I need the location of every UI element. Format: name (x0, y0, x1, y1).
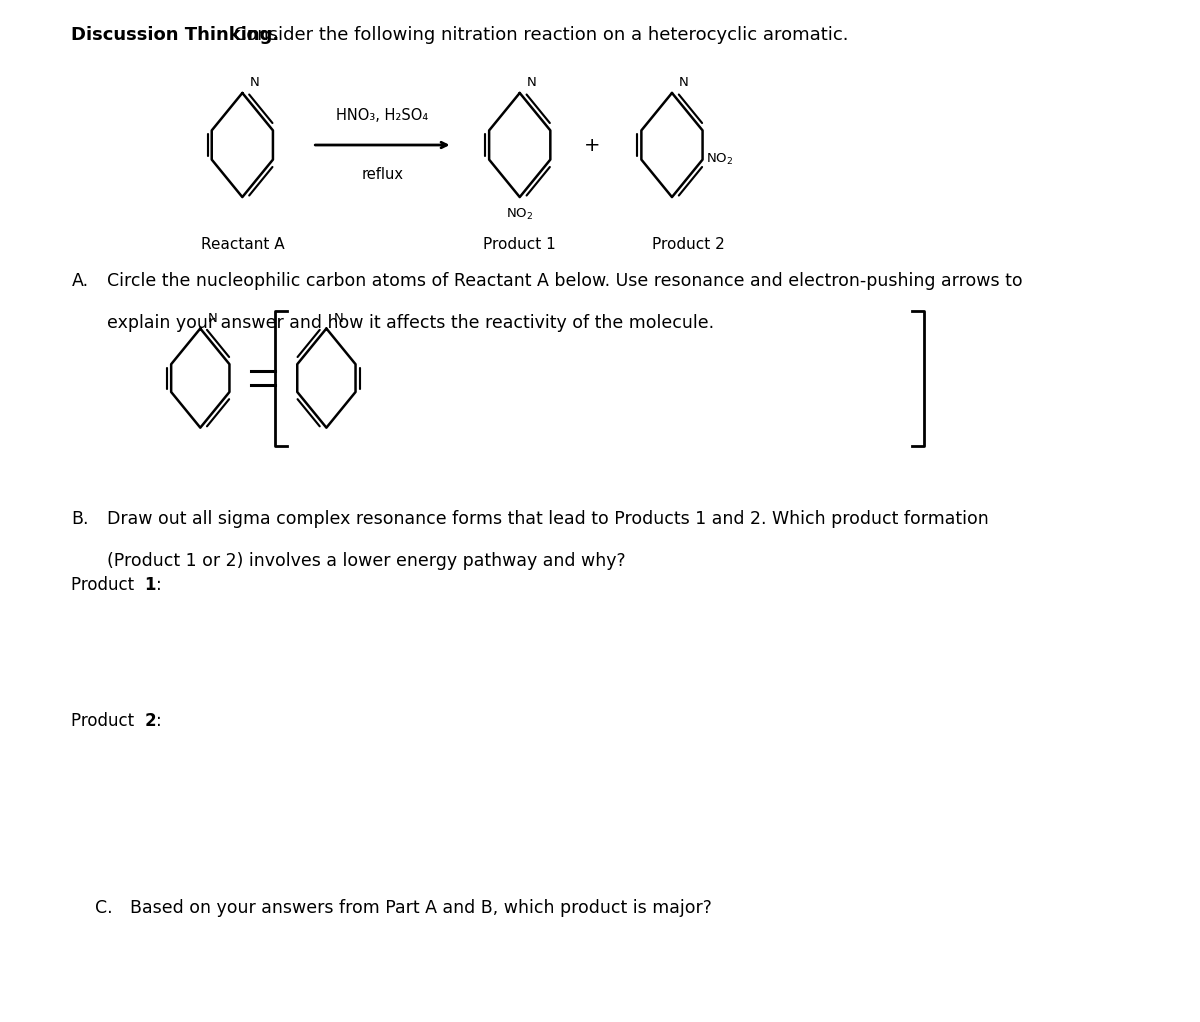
Text: :: : (156, 712, 162, 731)
Text: :: : (156, 576, 162, 595)
Text: N: N (527, 76, 536, 89)
Text: Product: Product (72, 576, 139, 595)
Text: explain your answer and how it affects the reactivity of the molecule.: explain your answer and how it affects t… (107, 314, 714, 331)
Text: +: + (584, 136, 601, 154)
Text: NO$_2$: NO$_2$ (506, 207, 534, 222)
Text: Product 2: Product 2 (653, 237, 725, 252)
Text: Based on your answers from Part A and B, which product is major?: Based on your answers from Part A and B,… (131, 898, 712, 917)
Text: NO$_2$: NO$_2$ (707, 152, 733, 168)
Text: A.: A. (72, 272, 89, 290)
Text: C.: C. (95, 898, 113, 917)
Text: Reactant A: Reactant A (200, 237, 284, 252)
Text: N: N (250, 76, 259, 89)
Text: Product: Product (72, 712, 139, 731)
Text: N: N (334, 312, 343, 325)
Text: 1: 1 (144, 576, 156, 595)
Text: Discussion Thinking.: Discussion Thinking. (72, 26, 280, 44)
Text: (Product 1 or 2) involves a lower energy pathway and why?: (Product 1 or 2) involves a lower energy… (107, 552, 625, 569)
Text: reflux: reflux (361, 167, 403, 182)
Text: Circle the nucleophilic carbon atoms of Reactant A below. Use resonance and elec: Circle the nucleophilic carbon atoms of … (107, 272, 1022, 290)
Text: Consider the following nitration reaction on a heterocyclic aromatic.: Consider the following nitration reactio… (228, 26, 848, 44)
Text: N: N (679, 76, 689, 89)
Text: Draw out all sigma complex resonance forms that lead to Products 1 and 2. Which : Draw out all sigma complex resonance for… (107, 510, 989, 528)
Text: 2: 2 (144, 712, 156, 731)
Text: B.: B. (72, 510, 89, 528)
Text: Product 1: Product 1 (484, 237, 556, 252)
Text: N: N (208, 312, 217, 325)
Text: HNO₃, H₂SO₄: HNO₃, H₂SO₄ (336, 108, 428, 124)
